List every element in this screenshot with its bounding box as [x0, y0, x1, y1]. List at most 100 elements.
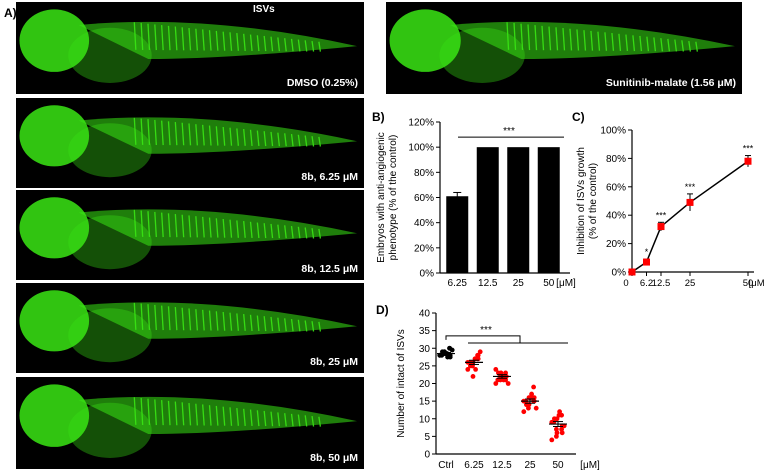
isv-vessel — [277, 224, 281, 239]
isv-vessel — [625, 34, 629, 52]
x-tick-label: 25 — [513, 278, 525, 289]
y-tick-label: 30 — [419, 344, 431, 355]
image-8b-6-25: 8b, 6.25 μM — [16, 98, 364, 188]
isv-vessel — [576, 29, 580, 51]
y-axis-label-line: phenotype (% of the control) — [388, 135, 399, 261]
data-point — [628, 268, 636, 276]
isv-vessel — [208, 310, 212, 331]
isv-vessel — [154, 304, 157, 331]
data-point — [533, 405, 539, 411]
fish-body — [389, 9, 735, 83]
isv-vessel — [284, 133, 287, 147]
isv-vessel — [229, 312, 233, 331]
data-point — [643, 258, 650, 266]
isv-vessel — [243, 129, 246, 146]
y-axis-label-line: Embryos with anti-angiogenic — [376, 132, 387, 263]
isv-vessel — [318, 228, 322, 239]
significance-bracket — [445, 335, 521, 343]
isv-vessel — [222, 218, 226, 238]
data-point — [529, 391, 534, 397]
x-unit-label: [μM] — [749, 278, 764, 289]
isv-vessel — [195, 124, 198, 146]
isv-vessel — [562, 27, 566, 51]
data-point — [447, 345, 452, 351]
panel-label-c: C) — [572, 110, 585, 124]
isv-vessel — [297, 226, 301, 239]
image-caption: 8b, 6.25 μM — [301, 171, 358, 183]
isv-vessel — [154, 119, 157, 146]
isv-vessel — [681, 40, 685, 52]
isv-vessel — [297, 134, 301, 147]
data-point — [493, 381, 499, 386]
isv-vessel — [541, 25, 545, 51]
y-tick-label: 40% — [606, 211, 626, 222]
isv-vessel — [256, 410, 260, 427]
y-tick-label: 35 — [419, 326, 431, 337]
isv-vessel — [660, 38, 664, 52]
data-point — [503, 377, 508, 383]
isv-vessel — [154, 211, 157, 238]
isv-vessel — [215, 126, 219, 146]
isv-vessel — [249, 34, 253, 52]
x-tick-label: Ctrl — [438, 460, 454, 471]
panel-label-b: B) — [372, 110, 385, 124]
isv-vessel — [270, 36, 274, 52]
isv-vessel — [188, 402, 192, 426]
fish-head — [19, 9, 90, 72]
data-point — [557, 409, 562, 415]
y-tick-label: 10 — [419, 414, 431, 425]
isv-vessel — [140, 22, 144, 50]
series-line — [631, 160, 749, 273]
isv-vessel — [222, 126, 226, 146]
isv-vessel — [222, 406, 226, 426]
isv-vessel — [236, 408, 240, 426]
isv-vessel — [270, 131, 274, 147]
isv-vessel — [208, 30, 212, 51]
isv-vessel — [161, 120, 164, 146]
isv-vessel — [304, 40, 308, 52]
isv-vessel — [318, 321, 322, 332]
isv-vessel — [318, 136, 322, 147]
isv-vessel — [277, 132, 281, 147]
isv-vessel — [229, 32, 233, 51]
isv-vessel — [215, 405, 219, 426]
zebrafish-icon — [19, 105, 358, 178]
y-axis-label: Inhibition of ISVs growth(% of the contr… — [576, 147, 599, 255]
y-tick-label: 40% — [414, 218, 434, 229]
isv-vessel — [297, 319, 301, 332]
isv-vessel — [181, 27, 185, 51]
isv-vessel — [229, 407, 233, 426]
isv-vessel — [304, 135, 308, 147]
image-caption: DMSO (0.25%) — [286, 77, 358, 89]
zebrafish-icon — [19, 9, 358, 83]
isv-vessel — [195, 403, 198, 426]
isv-vessel — [256, 35, 260, 52]
y-tick-label: 0% — [612, 268, 627, 279]
data-point — [744, 157, 752, 165]
x-tick-label: 6.2 — [640, 278, 653, 289]
y-tick-label: 20 — [419, 379, 431, 390]
isv-vessel — [249, 409, 253, 427]
isv-vessel — [195, 309, 198, 331]
isv-vessel — [583, 30, 587, 51]
data-point — [495, 377, 501, 383]
isv-vessel — [222, 311, 226, 331]
data-point — [559, 426, 564, 432]
fish-body — [19, 9, 358, 83]
isv-vessel — [618, 33, 622, 51]
isv-vessel — [297, 39, 301, 52]
data-point — [470, 374, 476, 379]
data-point — [498, 370, 504, 376]
x-tick-label: 25 — [524, 460, 536, 471]
image-caption: 8b, 25 μM — [310, 356, 358, 368]
data-point — [554, 426, 559, 432]
isv-vessel — [174, 214, 178, 238]
isv-vessel — [208, 125, 212, 146]
isv-vessel — [256, 130, 260, 147]
image-8b-50: 8b, 50 μM — [16, 377, 364, 469]
isv-vessel — [133, 302, 137, 330]
bar — [507, 147, 530, 273]
data-point — [549, 437, 555, 443]
isv-vessel — [133, 117, 137, 145]
x-tick-label: 6.25 — [464, 460, 484, 471]
